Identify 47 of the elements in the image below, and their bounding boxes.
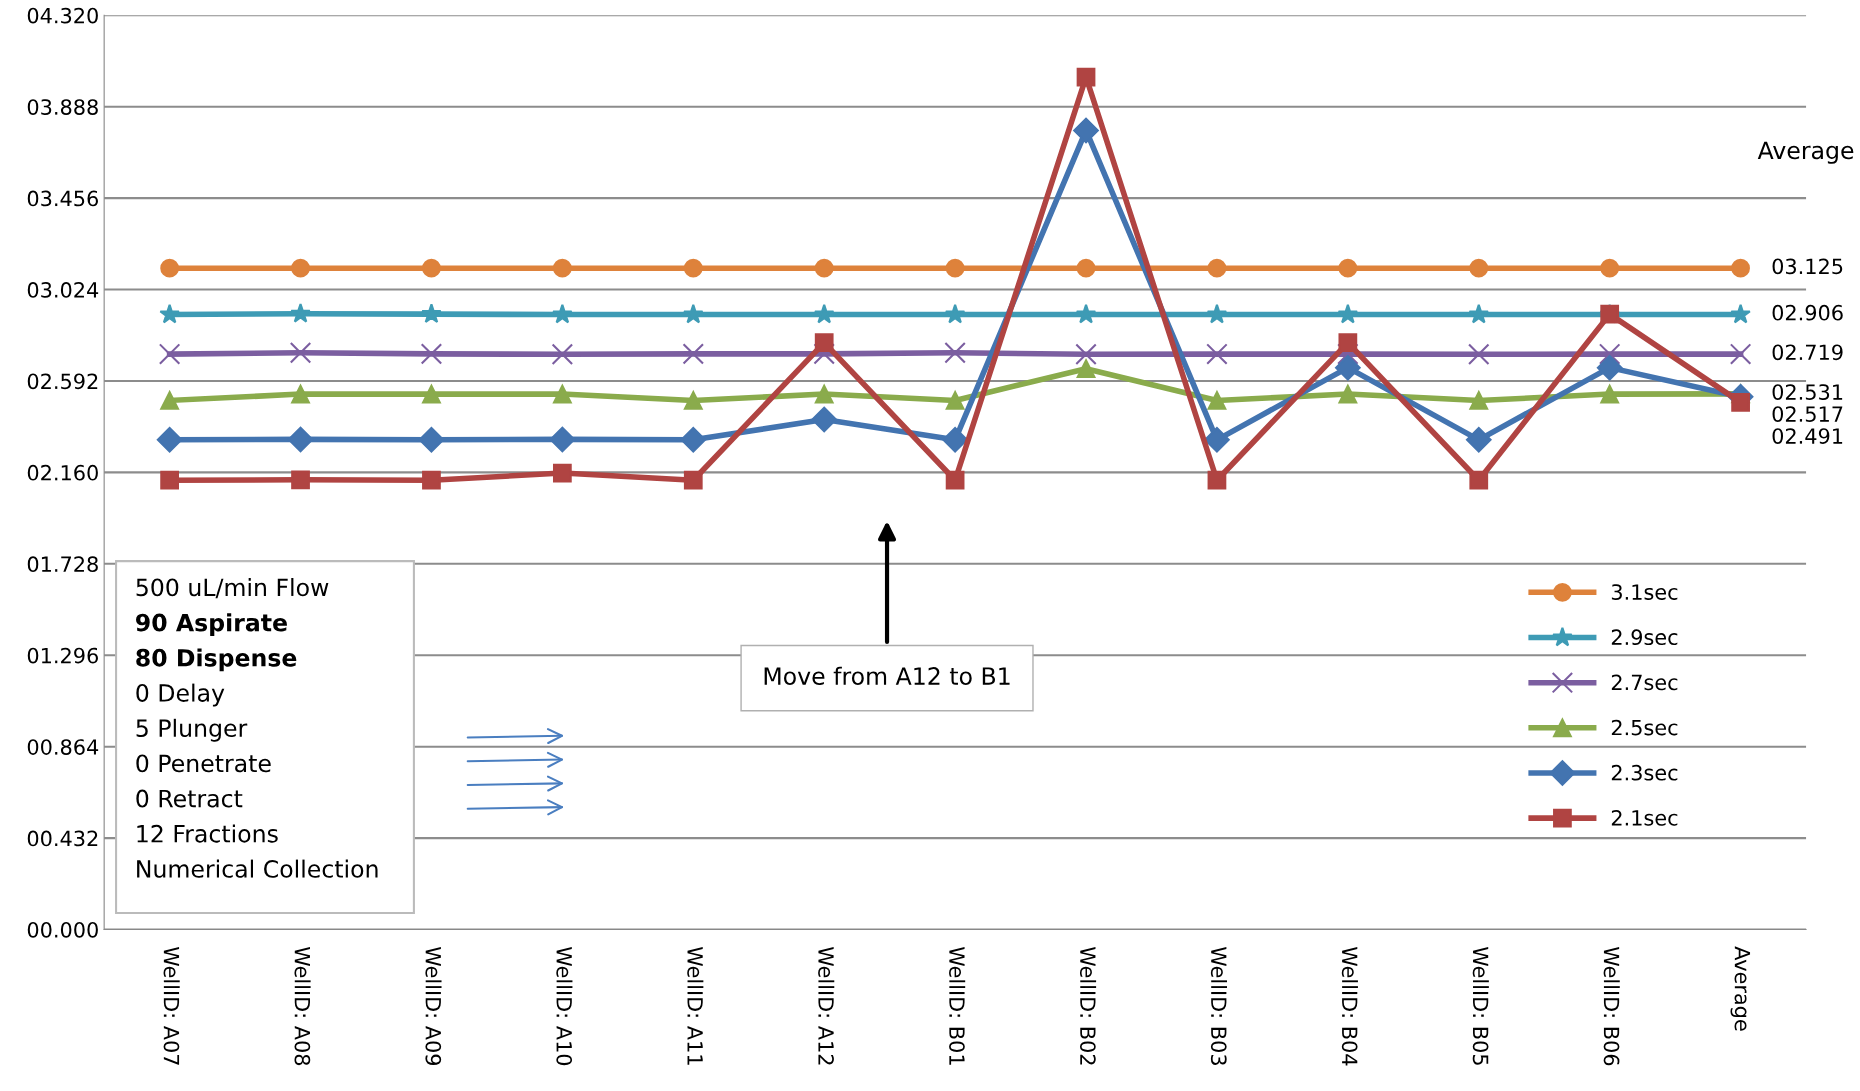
y-tick-label: 01.728 [27, 556, 98, 573]
y-tick-label: 04.320 [27, 7, 98, 24]
annotation: 12 Fractions [137, 824, 278, 843]
annotation: Numerical Collection [137, 859, 378, 878]
x-tick-label: WellID: A08 [294, 946, 311, 1066]
y-tick-label: 01.296 [27, 647, 98, 664]
y-tick-label: 03.024 [27, 282, 99, 298]
annotation: 5 Plunger [136, 718, 248, 742]
y-tick-label: 00.000 [27, 921, 98, 938]
annotation: 80 Dispense [136, 648, 297, 672]
x-tick-label: WellID: B06 [1603, 946, 1620, 1066]
x-tick-label: WellID: A10 [556, 946, 573, 1066]
x-tick-label: Average [1730, 946, 1751, 1031]
x-tick-label: WellID: B05 [1472, 946, 1489, 1065]
legend-label: 2.7sec [1611, 674, 1678, 691]
data-label: 02.906 [1772, 304, 1843, 321]
annotation: 0 Delay [136, 683, 225, 707]
legend-label: 2.5sec [1611, 719, 1678, 736]
y-tick-label: 02.160 [27, 464, 98, 481]
legend-label: 2.9sec [1611, 629, 1678, 646]
x-tick-label: WellID: B02 [1079, 946, 1097, 1065]
annotation: Average [1757, 141, 1854, 164]
x-tick-label: WellID: A09 [425, 946, 442, 1066]
data-label: 02.517 [1772, 406, 1843, 422]
x-tick-label: WellID: A11 [687, 946, 704, 1065]
annotation: 0 Retract [136, 789, 243, 808]
data-label: 02.491 [1772, 428, 1843, 444]
y-tick-label: 00.864 [27, 739, 99, 755]
y-tick-label: 00.432 [27, 830, 98, 847]
annotation: 90 Aspirate [136, 613, 287, 637]
x-tick-label: WellID: A07 [163, 946, 180, 1065]
x-tick-label: WellID: B03 [1210, 946, 1228, 1065]
legend-label: 2.3sec [1611, 764, 1678, 781]
data-label: 02.531 [1772, 384, 1843, 400]
legend-label: 3.1sec [1611, 584, 1678, 600]
y-tick-label: 03.456 [27, 190, 98, 207]
data-label: 02.719 [1772, 344, 1843, 361]
annotation: 500 uL/min Flow [136, 578, 329, 599]
data-label: 03.125 [1772, 258, 1843, 275]
legend-label: 2.1sec [1611, 809, 1678, 826]
annotation: Move from A12 to B1 [764, 666, 1010, 685]
annotation: 0 Penetrate [136, 754, 271, 773]
y-tick-label: 03.888 [27, 99, 98, 115]
x-tick-label: WellID: B01 [949, 946, 966, 1065]
x-tick-label: WellID: A12 [818, 946, 835, 1065]
x-tick-label: WellID: B04 [1341, 946, 1358, 1066]
y-tick-label: 02.592 [27, 373, 98, 390]
